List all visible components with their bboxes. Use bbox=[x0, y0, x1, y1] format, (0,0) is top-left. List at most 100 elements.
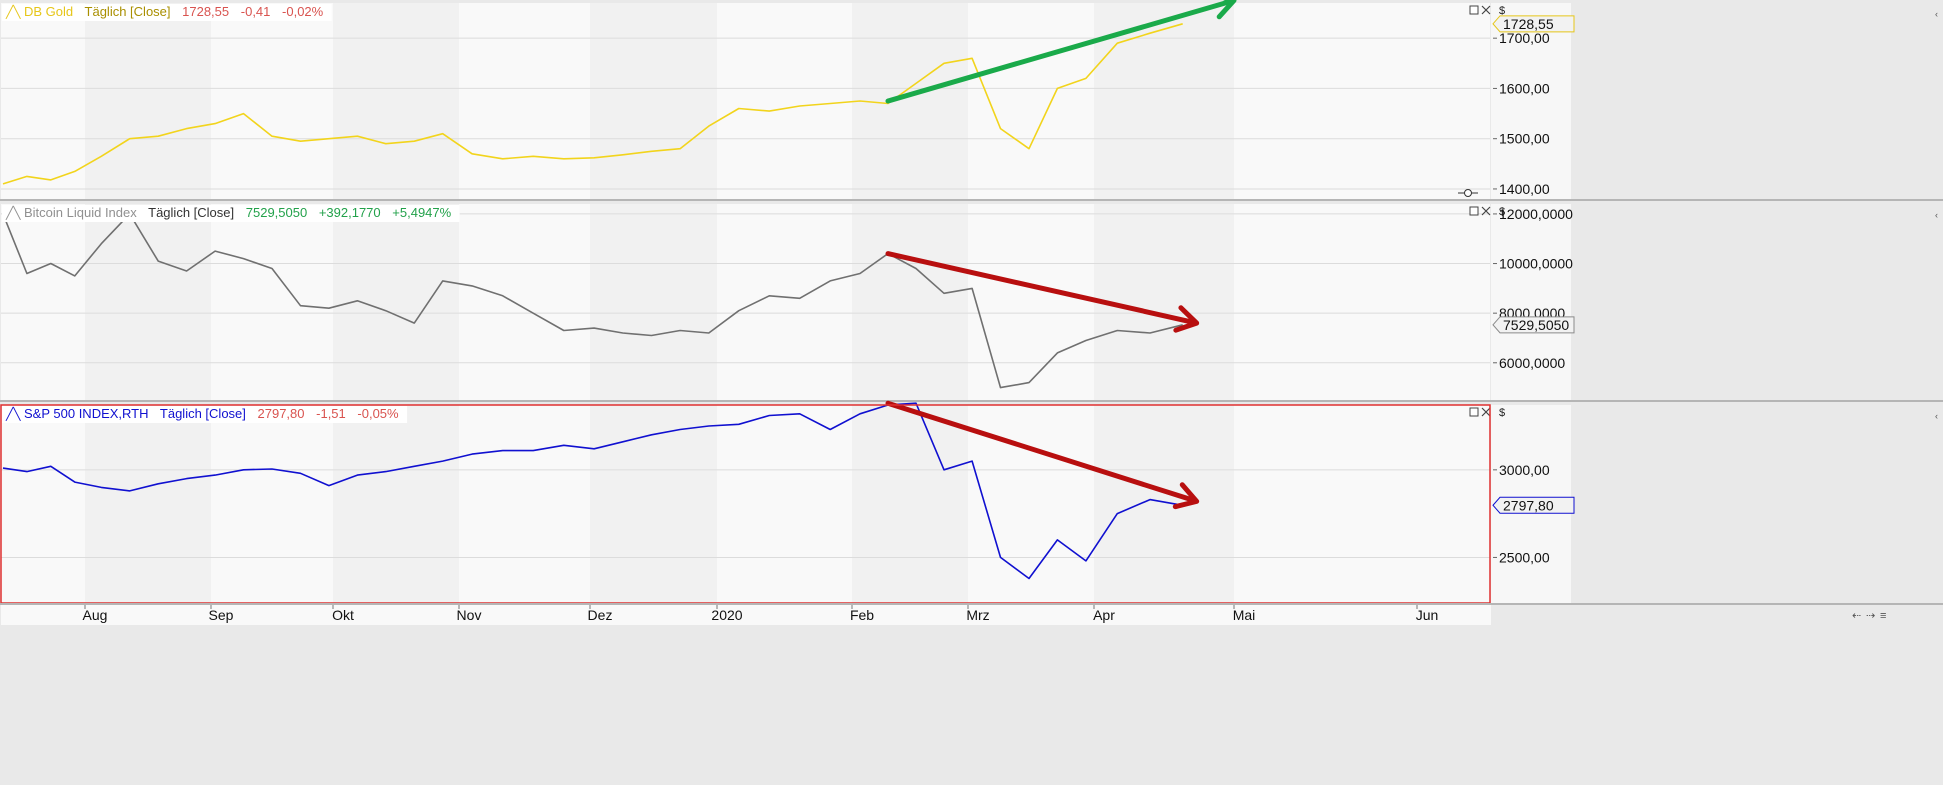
scale-handle-icon[interactable] bbox=[1458, 189, 1478, 197]
gold-trend-arrow bbox=[885, 0, 1237, 104]
month-band bbox=[590, 204, 717, 400]
close-icon[interactable] bbox=[1481, 407, 1491, 417]
axis-tick-label: 2500,00 bbox=[1499, 549, 1550, 565]
bitcoin-legend-last: 7529,5050 bbox=[246, 205, 307, 220]
axis-tick-label: 6000,0000 bbox=[1499, 355, 1565, 371]
last-price-badge bbox=[1492, 496, 1575, 514]
bitcoin-price-line bbox=[2, 213, 1183, 389]
axis-tick-label: 1500,00 bbox=[1499, 131, 1550, 147]
maximize-icon[interactable] bbox=[1469, 206, 1479, 216]
gold-panel[interactable]: ╱╲ DB Gold Täglich [Close] 1728,55 -0,41… bbox=[0, 0, 1943, 201]
sp500-legend-change: -1,51 bbox=[316, 406, 346, 421]
time-tick-label: Aug bbox=[83, 607, 108, 623]
bitcoin-panel-background bbox=[1, 204, 1490, 400]
sp500-legend[interactable]: ╱╲ S&P 500 INDEX,RTH Täglich [Close] 279… bbox=[2, 406, 408, 423]
time-tick-label: Dez bbox=[588, 607, 613, 623]
maximize-icon[interactable] bbox=[1469, 5, 1479, 15]
month-band bbox=[85, 405, 211, 603]
gold-legend-background bbox=[2, 4, 332, 21]
month-band bbox=[333, 3, 459, 199]
scroll-left-icon[interactable]: ⇠ bbox=[1852, 610, 1861, 622]
bitcoin-gridlines bbox=[1, 213, 1490, 364]
arrow-shaft bbox=[885, 0, 1231, 104]
scroll-right-icon[interactable]: ⇢ bbox=[1866, 610, 1875, 622]
gold-gridlines bbox=[1, 37, 1490, 190]
month-band bbox=[1094, 405, 1234, 603]
arrow-shaft bbox=[885, 251, 1194, 325]
axis-collapse-icon[interactable]: ‹ bbox=[1935, 9, 1938, 19]
month-band bbox=[590, 405, 717, 603]
gold-legend-mode: Täglich [Close] bbox=[85, 4, 171, 19]
axis-tick-label: 3000,00 bbox=[1499, 462, 1550, 478]
bitcoin-panel[interactable]: ╱╲ Bitcoin Liquid Index Täglich [Close] … bbox=[0, 204, 1943, 402]
bitcoin-legend-label: Bitcoin Liquid Index bbox=[24, 205, 137, 220]
last-price-label: 1728,55 bbox=[1503, 16, 1554, 32]
close-icon[interactable] bbox=[1481, 206, 1491, 216]
bitcoin-month-bands bbox=[85, 204, 1234, 400]
sp500-legend-pct: -0,05% bbox=[357, 406, 399, 421]
currency-label: $ bbox=[1499, 206, 1505, 218]
zoom-icon[interactable]: ≡ bbox=[1880, 610, 1886, 622]
gold-legend-label: DB Gold bbox=[24, 4, 73, 19]
axis-collapse-icon[interactable]: ‹ bbox=[1935, 210, 1938, 220]
bitcoin-trend-arrow bbox=[885, 251, 1200, 333]
month-band bbox=[590, 3, 717, 199]
bitcoin-legend-background bbox=[2, 205, 460, 222]
month-band bbox=[85, 204, 211, 400]
arrow-head bbox=[1172, 482, 1200, 510]
gold-panel-background bbox=[1, 3, 1490, 199]
bitcoin-panel-controls[interactable] bbox=[1469, 206, 1491, 216]
time-tick-label: Feb bbox=[850, 607, 874, 623]
gold-legend-last: 1728,55 bbox=[182, 4, 229, 19]
month-band bbox=[852, 204, 968, 400]
sp500-panel-background bbox=[1, 405, 1490, 603]
time-axis: Aug Sep Okt Nov Dez 2020 Feb Mrz Apr Mai Jun bbox=[1, 605, 1491, 625]
month-band bbox=[85, 3, 211, 199]
axis-tick-label: 10000,0000 bbox=[1499, 256, 1573, 272]
sp500-price-line bbox=[2, 402, 1183, 580]
line-chart-icon: ╱╲ bbox=[5, 4, 21, 19]
gold-legend-text[interactable]: DB Gold Täglich [Close] 1728,55 -0,41 -0… bbox=[24, 4, 324, 19]
time-tick-label: 2020 bbox=[711, 607, 742, 623]
last-price-badge bbox=[1492, 316, 1575, 334]
last-price-label: 2797,80 bbox=[1503, 497, 1554, 513]
time-tick-label: Sep bbox=[209, 607, 234, 623]
bitcoin-legend[interactable]: ╱╲ Bitcoin Liquid Index Täglich [Close] … bbox=[2, 205, 460, 222]
sp500-month-bands bbox=[85, 405, 1234, 603]
month-band bbox=[852, 405, 968, 603]
close-icon[interactable] bbox=[1481, 5, 1491, 15]
line-chart-icon: ╱╲ bbox=[5, 406, 21, 421]
arrow-shaft bbox=[885, 400, 1194, 503]
currency-label: $ bbox=[1499, 5, 1505, 17]
currency-label: $ bbox=[1499, 407, 1505, 419]
maximize-icon[interactable] bbox=[1469, 407, 1479, 417]
bitcoin-legend-mode: Täglich [Close] bbox=[148, 205, 234, 220]
bitcoin-legend-change: +392,1770 bbox=[319, 205, 381, 220]
time-tick-label: Okt bbox=[332, 607, 354, 623]
axis-tick-label: 12000,0000 bbox=[1499, 206, 1573, 222]
sp500-trend-arrow bbox=[885, 400, 1200, 510]
scroll-controls[interactable]: ⇠ ⇢ ≡ bbox=[1852, 610, 1886, 622]
month-band bbox=[1094, 204, 1234, 400]
bitcoin-legend-pct: +5,4947% bbox=[392, 205, 451, 220]
sp500-panel-controls[interactable] bbox=[1469, 407, 1491, 417]
sp500-panel[interactable]: ╱╲ S&P 500 INDEX,RTH Täglich [Close] 279… bbox=[0, 400, 1943, 605]
month-band bbox=[852, 3, 968, 199]
axis-background bbox=[1491, 204, 1571, 400]
gold-legend-change: -0,41 bbox=[241, 4, 271, 19]
time-tick-label: Mai bbox=[1233, 607, 1256, 623]
axis-collapse-icon[interactable]: ‹ bbox=[1935, 411, 1938, 421]
gold-panel-controls[interactable] bbox=[1469, 5, 1491, 15]
bitcoin-legend-text[interactable]: Bitcoin Liquid Index Täglich [Close] 752… bbox=[24, 205, 452, 220]
time-tick-label: Mrz bbox=[966, 607, 989, 623]
month-band bbox=[333, 405, 459, 603]
time-tick-label: Jun bbox=[1416, 607, 1439, 623]
sp500-price-axis: $2500,00 3000,00 2797,80 ‹ bbox=[1491, 405, 1938, 603]
gold-legend-pct: -0,02% bbox=[282, 4, 324, 19]
axis-tick-label: 1700,00 bbox=[1499, 30, 1550, 46]
last-price-badge bbox=[1492, 15, 1575, 33]
gold-legend[interactable]: ╱╲ DB Gold Täglich [Close] 1728,55 -0,41… bbox=[2, 4, 332, 21]
sp500-legend-text[interactable]: S&P 500 INDEX,RTH Täglich [Close] 2797,8… bbox=[24, 406, 399, 421]
sp500-legend-label: S&P 500 INDEX,RTH bbox=[24, 406, 149, 421]
